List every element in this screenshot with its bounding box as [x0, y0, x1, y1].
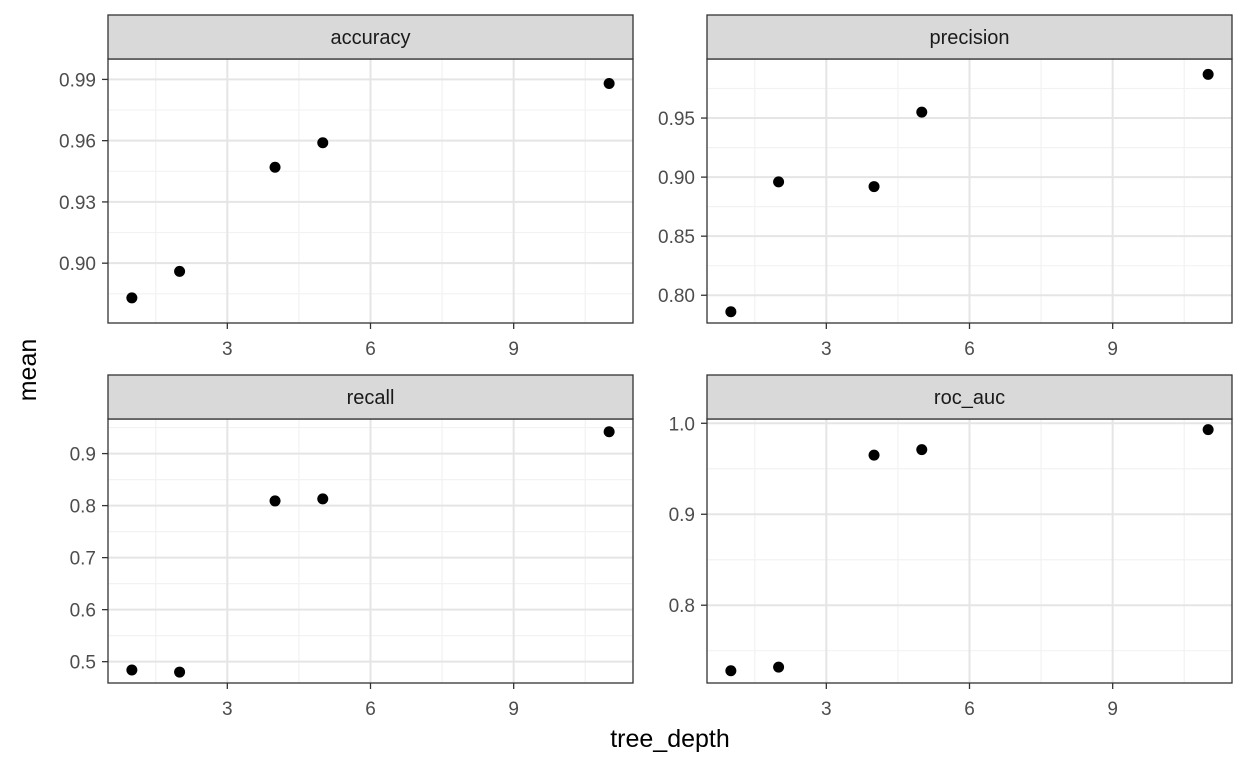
data-point: [773, 176, 785, 188]
y-axis-title: mean: [14, 339, 42, 402]
y-tick-label: 1.0: [669, 414, 695, 435]
x-tick-label: 3: [222, 339, 233, 360]
data-point: [773, 661, 785, 673]
panel-precision: precision 3 6 9 0.80 0.85 0.90 0.95: [658, 14, 1233, 360]
y-tick-label: 0.90: [658, 168, 695, 189]
facet-strip-label: precision: [929, 27, 1009, 49]
facet-strip: [107, 374, 634, 420]
x-tick-label: 3: [222, 699, 233, 720]
panel-accuracy: accuracy 3 6 9 0.90 0.93 0.96 0.99: [59, 14, 634, 360]
x-tick-label: 3: [821, 339, 832, 360]
data-point: [1202, 424, 1214, 436]
data-point: [126, 664, 138, 676]
data-point: [269, 161, 281, 173]
x-tick-label: 3: [821, 699, 832, 720]
y-tick-label: 0.93: [59, 193, 96, 214]
data-point: [725, 665, 737, 677]
y-tick-label: 0.85: [658, 227, 695, 248]
x-tick-label: 9: [1107, 699, 1118, 720]
y-tick-label: 0.9: [70, 445, 96, 466]
data-point: [317, 137, 329, 149]
facet-strip-label: recall: [347, 387, 395, 409]
y-tick-label: 0.9: [669, 505, 695, 526]
x-tick-label: 9: [1107, 339, 1118, 360]
facet-strip: [706, 14, 1233, 60]
data-point: [126, 292, 138, 304]
x-tick-label: 6: [964, 339, 975, 360]
panel-recall: recall 3 6 9 0.5 0.6 0.7 0.8 0.9: [70, 374, 634, 720]
y-tick-label: 0.96: [59, 132, 96, 153]
x-tick-label: 9: [508, 339, 519, 360]
data-point: [725, 306, 737, 318]
data-point: [916, 106, 928, 118]
data-point: [603, 78, 615, 90]
data-point: [868, 181, 880, 193]
facet-strip-label: roc_auc: [934, 387, 1005, 409]
y-tick-label: 0.5: [70, 653, 96, 674]
data-point: [317, 493, 329, 505]
x-tick-label: 6: [964, 699, 975, 720]
data-point: [603, 426, 615, 438]
x-tick-label: 6: [365, 699, 376, 720]
data-point: [174, 265, 186, 277]
facet-strip-label: accuracy: [330, 27, 410, 49]
y-tick-label: 0.6: [70, 601, 96, 622]
y-tick-label: 0.8: [669, 596, 695, 617]
facet-strip: [107, 14, 634, 60]
y-tick-label: 0.99: [59, 70, 96, 91]
data-point: [174, 666, 186, 678]
y-tick-label: 0.80: [658, 286, 695, 307]
x-tick-label: 9: [508, 699, 519, 720]
x-tick-label: 6: [365, 339, 376, 360]
y-tick-label: 0.95: [658, 109, 695, 130]
y-tick-label: 0.90: [59, 254, 96, 275]
panel-roc_auc: roc_auc 3 6 9 0.8 0.9 1.0: [669, 374, 1233, 720]
data-point: [269, 495, 281, 507]
data-point: [916, 444, 928, 456]
facet-strip: [706, 374, 1233, 420]
x-axis-title: tree_depth: [610, 725, 730, 753]
data-point: [1202, 68, 1214, 80]
data-point: [868, 449, 880, 461]
y-tick-label: 0.8: [70, 497, 96, 518]
y-tick-label: 0.7: [70, 549, 96, 570]
